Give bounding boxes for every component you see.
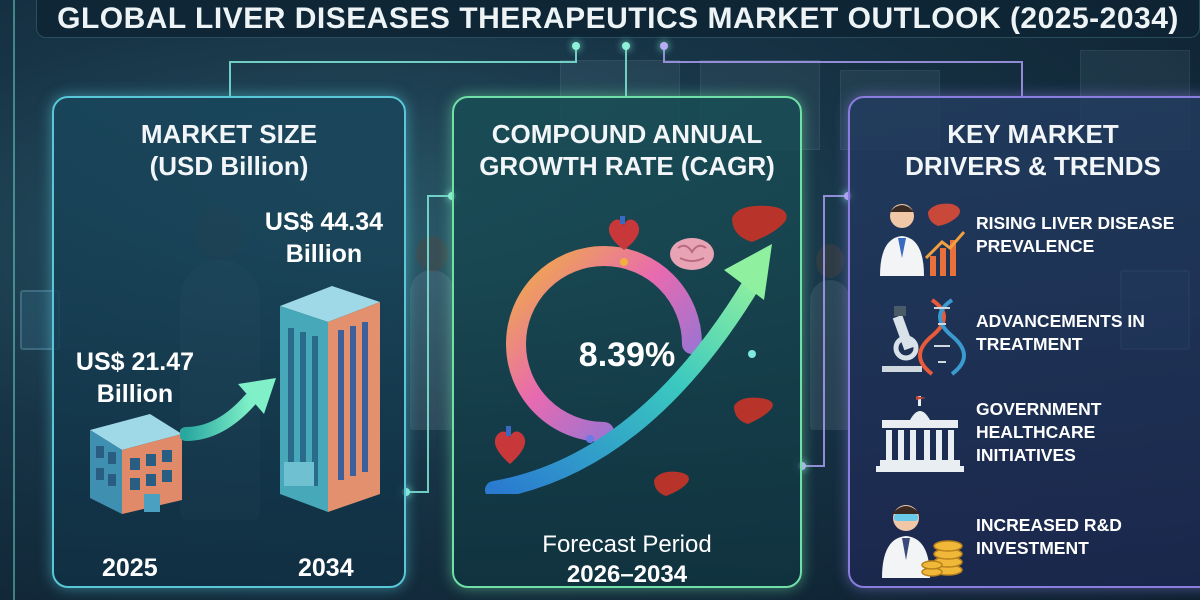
brain-icon [670,238,714,270]
doctor-liver-chart-icon [880,203,966,276]
driver-item: RISING LIVER DISEASE PREVALENCE [864,198,1200,282]
driver-item: GOVERNMENT HEALTHCARE INITIATIVES [864,394,1200,478]
cagr-ring-graphic [485,244,772,494]
researcher-coins-icon [882,505,963,578]
driver-text: GOVERNMENT HEALTHCARE INITIATIVES [976,398,1101,467]
drivers-heading-line1: KEY MARKET [947,119,1119,149]
market-size-panel: MARKET SIZE (USD Billion) US$ 44.34 Bill… [52,96,406,588]
driver-text: RISING LIVER DISEASE PREVALENCE [976,212,1174,258]
driver-text-line: INITIATIVES [976,445,1076,465]
year-start-label: 2025 [102,554,158,582]
drivers-heading-line2: DRIVERS & TRENDS [905,151,1161,181]
driver-text-line: INVESTMENT [976,538,1089,558]
driver-text-line: TREATMENT [976,334,1083,354]
cagr-panel: COMPOUND ANNUAL GROWTH RATE (CAGR) 8.39% [452,96,802,588]
value-2034-label: US$ 44.34 Billion [244,206,404,270]
drivers-panel: KEY MARKET DRIVERS & TRENDS RISING LIVER… [848,96,1200,588]
growth-arrow-icon [180,378,276,441]
driver-item: ADVANCEMENTS IN TREATMENT [864,296,1200,380]
market-size-heading-line2: (USD Billion) [149,151,309,181]
market-size-heading: MARKET SIZE (USD Billion) [54,118,404,182]
page-title: GLOBAL LIVER DISEASES THERAPEUTICS MARKE… [57,2,1179,35]
liver-icon [732,205,787,242]
driver-text-line: HEALTHCARE [976,422,1096,442]
value-2025-label: US$ 21.47 Billion [60,346,210,410]
government-building-icon [876,396,964,472]
cagr-heading-line2: GROWTH RATE (CAGR) [479,151,775,181]
connector-node [572,42,580,50]
year-end-label: 2034 [298,554,354,582]
liver-icon [734,397,773,424]
driver-text: INCREASED R&D INVESTMENT [976,514,1122,560]
driver-text-line: ADVANCEMENTS IN [976,311,1145,331]
value-2025-amount: US$ 21.47 [75,348,195,376]
driver-text-line: RISING LIVER DISEASE [976,213,1175,233]
market-size-heading-line1: MARKET SIZE [140,119,318,149]
value-2025-unit: Billion [96,380,174,408]
microscope-dna-icon [882,298,966,376]
heart-icon [608,216,640,250]
connector-node [798,462,806,470]
title-banner: GLOBAL LIVER DISEASES THERAPEUTICS MARKE… [36,0,1200,38]
driver-text-line: INCREASED R&D [976,515,1122,535]
driver-item: INCREASED R&D INVESTMENT [864,498,1200,582]
value-2034-amount: US$ 44.34 [264,208,384,236]
cagr-value: 8.39% [578,336,676,374]
forecast-period-range: 2026–2034 [566,561,688,588]
heart-icon [494,426,526,464]
driver-text-line: PREVALENCE [976,236,1095,256]
building-2034-icon [280,286,380,512]
connector-node [402,488,410,496]
connector-node [622,42,630,50]
connector-node [660,42,668,50]
driver-text: ADVANCEMENTS IN TREATMENT [976,310,1145,356]
liver-icon [654,471,689,496]
driver-text-line: GOVERNMENT [976,399,1102,419]
cagr-heading-line1: COMPOUND ANNUAL [491,119,763,149]
forecast-period: Forecast Period 2026–2034 [454,530,800,590]
cagr-heading: COMPOUND ANNUAL GROWTH RATE (CAGR) [454,118,800,182]
drivers-heading: KEY MARKET DRIVERS & TRENDS [850,118,1200,182]
forecast-period-label: Forecast Period [542,531,712,558]
building-2025-icon [90,414,182,514]
value-2034-unit: Billion [285,240,363,268]
